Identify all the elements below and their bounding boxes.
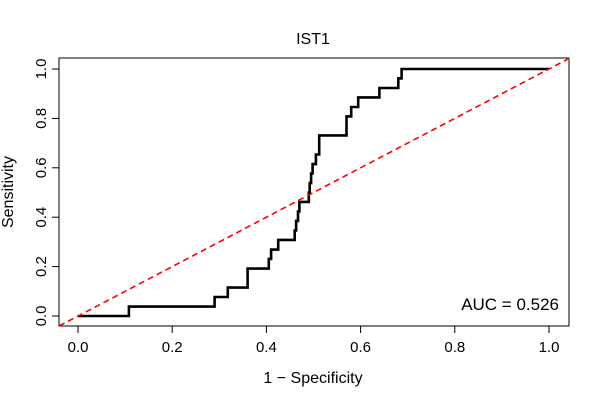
auc-annotation: AUC = 0.526 [461, 295, 559, 314]
y-tick-label: 0.8 [33, 108, 50, 129]
y-tick-label: 0.2 [33, 256, 50, 277]
x-tick-label: 0.0 [68, 339, 89, 356]
y-tick-label: 0.4 [33, 207, 50, 228]
x-tick-label: 0.4 [256, 339, 277, 356]
plot-frame [58, 57, 570, 327]
x-tick-label: 0.6 [350, 339, 371, 356]
y-axis-label: Sensitivity [0, 156, 17, 228]
y-tick-label: 1.0 [33, 59, 50, 80]
x-tick-label: 0.2 [162, 339, 183, 356]
series-layer [58, 58, 569, 327]
y-tick-label: 0.6 [33, 157, 50, 178]
chart-title: IST1 [296, 31, 330, 48]
x-tick-label: 1.0 [539, 339, 560, 356]
x-axis: 0.0 0.2 0.4 0.6 0.8 1.0 [68, 325, 560, 356]
diagonal-reference-line [58, 58, 569, 327]
y-tick-label: 0.0 [33, 306, 50, 327]
x-tick-label: 0.8 [444, 339, 465, 356]
y-axis: 0.0 0.2 0.4 0.6 0.8 1.0 [33, 59, 60, 327]
roc-curve [78, 67, 549, 318]
x-axis-label: 1 − Specificity [263, 370, 362, 387]
